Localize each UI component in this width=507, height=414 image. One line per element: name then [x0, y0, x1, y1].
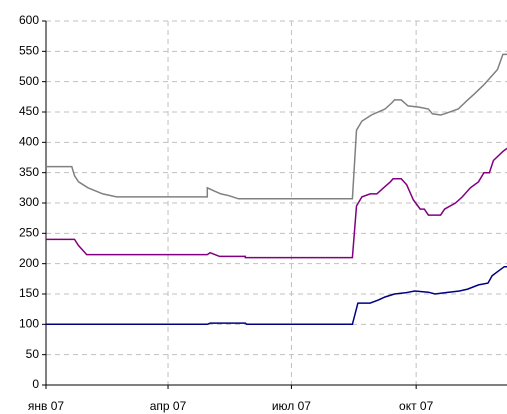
y-tick-label: 500 [19, 74, 39, 88]
y-tick-label: 550 [19, 44, 39, 58]
y-tick-label: 200 [19, 256, 39, 270]
series-line [46, 53, 507, 200]
y-tick-label: 100 [19, 317, 39, 331]
x-tick-label: июл 07 [272, 399, 311, 413]
y-tick-label: 50 [26, 347, 40, 361]
y-tick-label: 250 [19, 226, 39, 240]
y-tick-label: 600 [19, 13, 39, 27]
series-line [46, 265, 507, 326]
x-tick-label: янв 07 [28, 399, 65, 413]
y-tick-label: 300 [19, 195, 39, 209]
y-tick-label: 350 [19, 165, 39, 179]
x-tick-label: окт 07 [399, 399, 434, 413]
y-tick-label: 0 [32, 377, 39, 391]
y-tick-label: 450 [19, 104, 39, 118]
y-tick-label: 150 [19, 286, 39, 300]
series-line [46, 147, 507, 259]
x-tick-label: апр 07 [150, 399, 187, 413]
y-tick-label: 400 [19, 135, 39, 149]
